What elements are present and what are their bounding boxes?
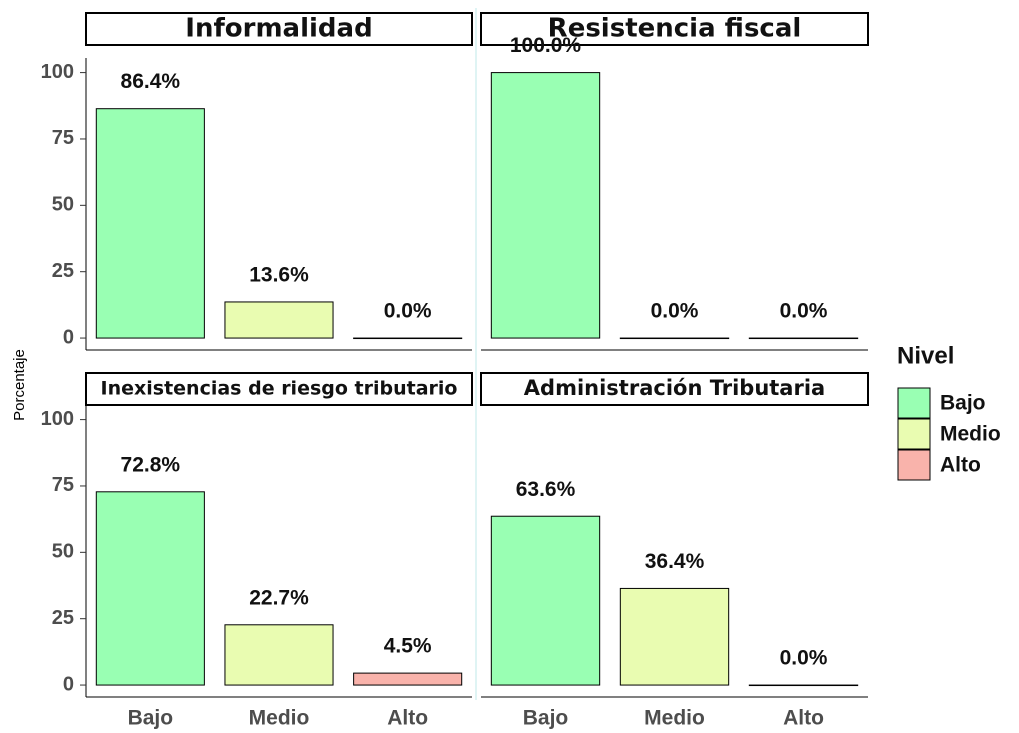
- y-tick-label: 75: [52, 127, 74, 149]
- legend-key: [897, 387, 931, 419]
- value-label: 4.5%: [384, 635, 432, 658]
- bar: [353, 672, 463, 686]
- bar: [490, 515, 601, 686]
- value-label: 22.7%: [249, 586, 309, 609]
- legend-label: Bajo: [940, 392, 986, 415]
- value-label: 0.0%: [780, 300, 828, 323]
- strip-box: [480, 12, 869, 46]
- panel-title: Resistencia fiscal: [548, 14, 802, 44]
- legend-label: Medio: [940, 423, 1001, 446]
- x-tick-label: Medio: [249, 707, 310, 730]
- value-label: 36.4%: [645, 550, 705, 573]
- value-label: 63.6%: [516, 478, 576, 501]
- y-tick-label: 25: [52, 607, 74, 629]
- x-tick-label: Medio: [644, 707, 705, 730]
- value-label: 13.6%: [249, 263, 309, 286]
- bar: [224, 301, 334, 339]
- strip-box: [85, 12, 473, 46]
- bar: [353, 337, 463, 340]
- bar: [748, 337, 859, 340]
- y-tick-label: 25: [52, 260, 74, 282]
- panel-title: Administración Tributaria: [524, 376, 825, 400]
- y-tick-label: 0: [63, 326, 74, 348]
- bar: [619, 587, 730, 686]
- panel-title: Inexistencias de riesgo tributario: [101, 378, 458, 400]
- value-label: 100.0%: [510, 34, 582, 57]
- strip-box: [85, 372, 473, 406]
- value-label: 72.8%: [121, 453, 181, 476]
- y-tick-label: 50: [52, 194, 74, 216]
- bar: [748, 684, 859, 687]
- x-tick-label: Alto: [783, 707, 824, 730]
- y-tick-label: 100: [41, 61, 74, 83]
- value-label: 0.0%: [651, 300, 699, 323]
- bar: [619, 337, 730, 340]
- value-label: 0.0%: [780, 647, 828, 670]
- legend-key: [897, 418, 931, 450]
- x-tick-label: Bajo: [128, 707, 174, 730]
- bar: [490, 72, 601, 339]
- x-tick-label: Bajo: [523, 707, 569, 730]
- y-tick-label: 0: [63, 673, 74, 695]
- y-tick-label: 75: [52, 474, 74, 496]
- value-label: 86.4%: [121, 70, 181, 93]
- legend-key: [897, 449, 931, 481]
- y-axis-label: Porcentaje: [11, 349, 28, 421]
- legend-title: Nivel: [897, 342, 954, 369]
- bar: [95, 108, 205, 339]
- legend-label: Alto: [940, 454, 981, 477]
- panel-title: Informalidad: [185, 14, 372, 44]
- value-label: 0.0%: [384, 300, 432, 323]
- bar: [95, 491, 205, 686]
- y-tick-label: 100: [41, 408, 74, 430]
- x-tick-label: Alto: [387, 707, 428, 730]
- bar: [224, 624, 334, 686]
- strip-box: [480, 372, 869, 406]
- y-tick-label: 50: [52, 541, 74, 563]
